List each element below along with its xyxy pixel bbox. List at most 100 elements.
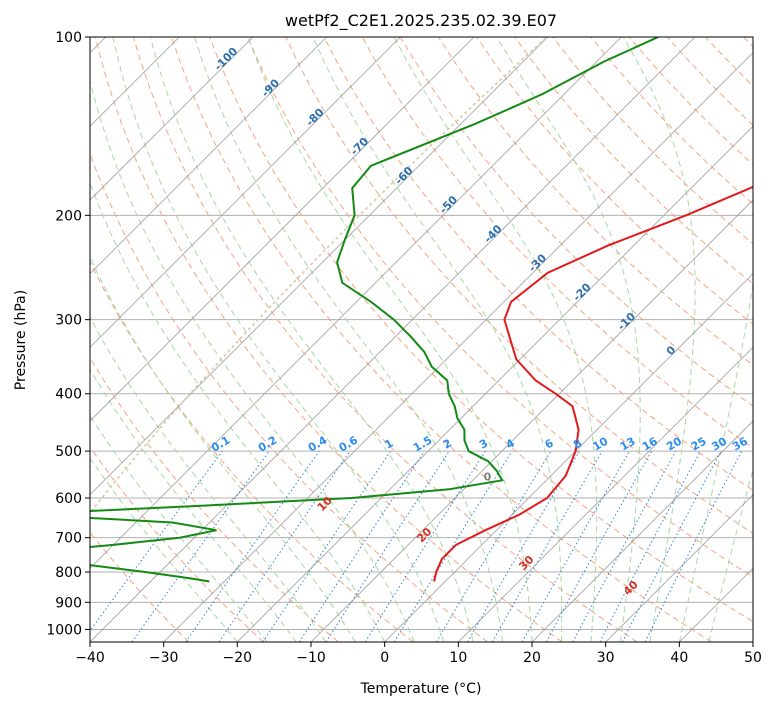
dry-adiabat-line (90, 152, 488, 642)
y-tick-label: 400 (55, 387, 82, 403)
temperature-line (433, 185, 753, 582)
moist-adiabat-line (393, 37, 598, 642)
isotherm-line (752, 641, 753, 642)
mixing-ratio-line (545, 450, 653, 642)
dry-adiabat-line (209, 37, 753, 623)
x-tick-label: 10 (449, 650, 467, 666)
dry-adiabat-line (666, 37, 753, 126)
isotherm-line (531, 420, 753, 642)
moist-adiabat-line (312, 37, 563, 642)
mixing-ratio-line (393, 450, 513, 642)
isotherm-label: -30 (526, 251, 549, 274)
y-tick-label: 800 (55, 565, 82, 581)
dry-adiabat-line (90, 356, 339, 642)
x-tick-label: 0 (380, 650, 389, 666)
moist-adiabat-line (247, 37, 533, 642)
mixing-ratio-line (364, 450, 486, 642)
moist-adiabat-line (90, 368, 297, 642)
dry-adiabat-line (476, 37, 753, 325)
isotherm-line (384, 273, 753, 642)
moist-adiabat-line (708, 467, 753, 642)
isotherm-line (237, 125, 753, 642)
moist-adiabat-line (90, 255, 356, 642)
isotherm-line (90, 37, 622, 569)
dry-adiabats (90, 37, 753, 642)
x-tick-label: −30 (149, 650, 179, 666)
isotherm-line (458, 346, 753, 642)
dry-adiabat-line (514, 37, 753, 285)
y-tick-label: 900 (55, 595, 82, 611)
moist-adiabats (90, 37, 753, 642)
mixing-ratio-line (599, 450, 701, 642)
isotherm-label: -20 (570, 280, 593, 303)
isotherm-label: -50 (437, 193, 460, 216)
dry-adiabat-line (90, 260, 414, 642)
zero-label: 0 (484, 470, 492, 483)
x-axis-label: Temperature (°C) (360, 681, 482, 697)
x-tick-label: −20 (223, 650, 253, 666)
y-axis-ticks: 100 200 300 400 500 600 700 800 900 1000 (46, 30, 90, 638)
mixing-ratio-line (218, 450, 351, 642)
moist-adiabat-line (496, 37, 641, 642)
y-tick-label: 300 (55, 313, 82, 329)
mixing-ratio-line (298, 450, 425, 642)
isotherm-label: -60 (392, 164, 415, 187)
moist-adiabat-line (149, 37, 474, 642)
chart-title: wetPf2_C2E1.2025.235.02.39.E07 (285, 11, 557, 31)
isotherm-label: -90 (259, 76, 282, 99)
mixing-ratio-line (325, 450, 450, 642)
mixing-ratio-line (262, 450, 392, 642)
mixing-ratio-line (131, 450, 270, 642)
isotherm-line (605, 494, 753, 642)
dry-adiabat-line (704, 37, 753, 87)
isotherms (90, 37, 753, 642)
dry-adiabat-line (132, 37, 638, 642)
isotherm-label: -40 (481, 222, 504, 245)
isotherm-line (90, 37, 548, 496)
mixing-ratio-line (572, 450, 677, 642)
moist-adiabat-line (90, 181, 386, 642)
x-tick-label: 40 (670, 650, 688, 666)
moist-adiabat-line (90, 78, 415, 642)
y-tick-label: 600 (55, 491, 82, 507)
x-axis-ticks: −40 −30 −20 −10 0 10 20 30 40 50 (75, 642, 762, 666)
y-tick-label: 1000 (46, 622, 82, 638)
moist-adiabat-line (90, 414, 268, 642)
plot-frame (89, 36, 754, 643)
surface-reference-curve (90, 37, 548, 515)
y-tick-label: 200 (55, 208, 82, 224)
mixing-ratio-lines (90, 450, 743, 642)
moist-adiabat-line (112, 37, 445, 642)
mixing-ratio-label: 4 (504, 436, 517, 451)
mixing-ratio-line (644, 450, 743, 642)
mixing-ratio-label: 3 (477, 437, 490, 452)
moist-adiabat-line (90, 457, 238, 642)
dry-adiabat-line (90, 446, 264, 642)
dry-adiabat-line (437, 37, 753, 366)
pressure-gridlines (90, 37, 753, 630)
dry-adiabat-line (743, 37, 753, 48)
dry-adiabat-line (285, 37, 753, 535)
isotherm-line (90, 37, 401, 348)
x-tick-label: 20 (523, 650, 541, 666)
x-tick-label: −10 (296, 650, 326, 666)
x-tick-label: 30 (597, 650, 615, 666)
moist-adiabat-line (90, 316, 327, 642)
plot-area: -100-90-80-70-60-50-40-30-20-10010203040… (90, 37, 753, 642)
moist-adiabat-line (678, 280, 753, 642)
mixing-ratio-line (185, 450, 320, 642)
isotherm-line (90, 37, 696, 642)
isotherm-line (90, 37, 327, 275)
mixing-ratio-line (90, 450, 223, 632)
y-tick-label: 500 (55, 444, 82, 460)
y-tick-label: 100 (55, 30, 82, 46)
dry-adiabat-line (247, 37, 753, 578)
dry-adiabat-line (94, 37, 563, 642)
y-tick-label: 700 (55, 531, 82, 547)
isotherm-line (163, 52, 753, 642)
moist-adiabat-line (622, 37, 696, 642)
dry-adiabat-line (552, 37, 753, 245)
dry-adiabat-line (590, 37, 753, 205)
mixing-ratio-label: 2 (441, 437, 454, 452)
dewpoint-line (90, 37, 659, 583)
